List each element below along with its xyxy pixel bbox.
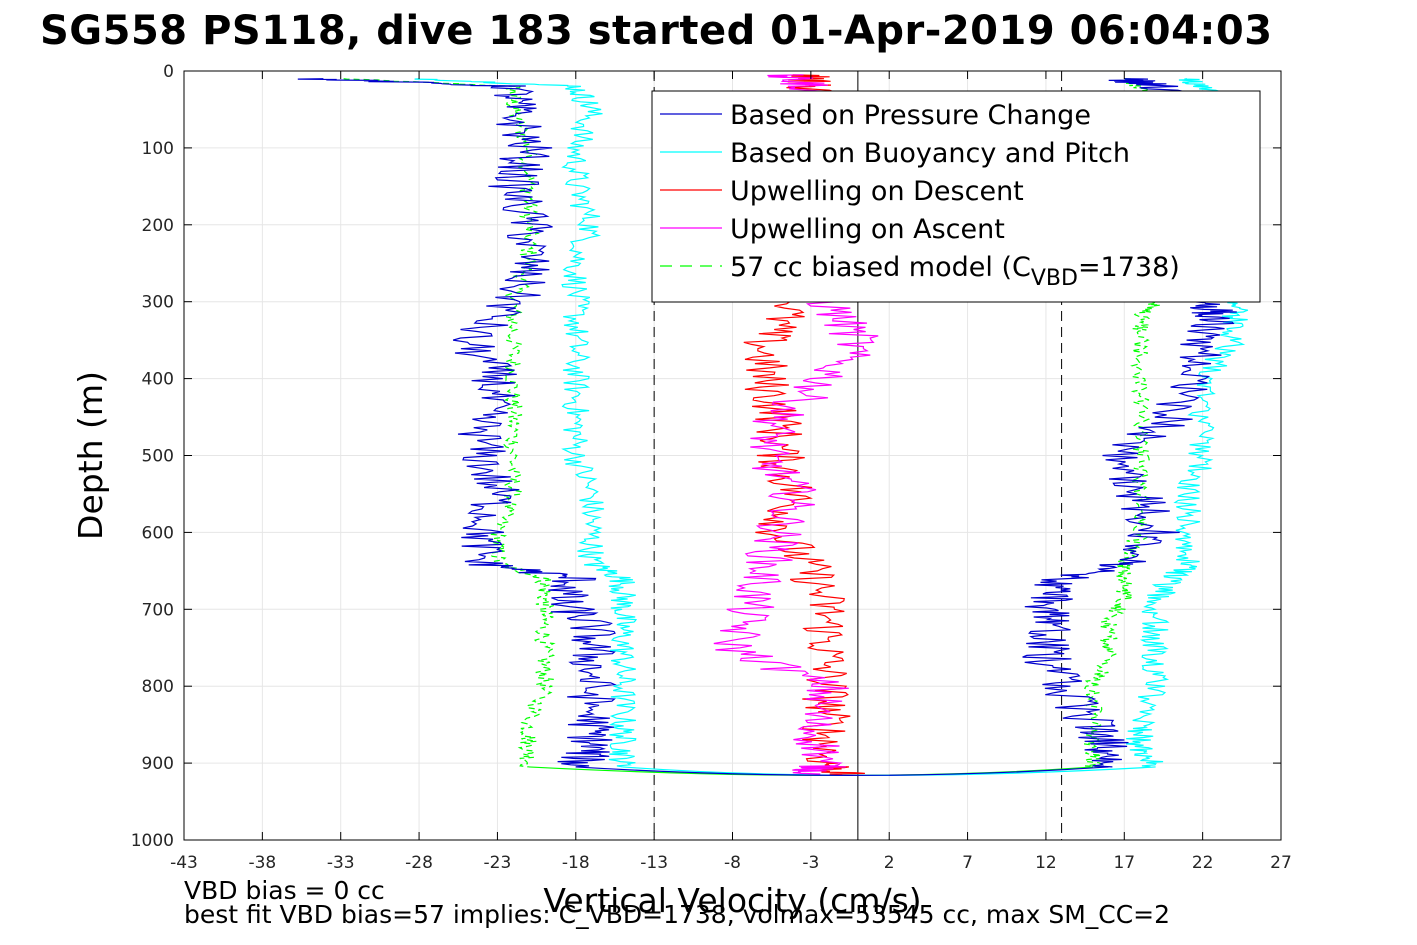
x-tick-label: -33 — [327, 853, 355, 873]
legend-label-text: Upwelling on Descent — [730, 176, 1024, 207]
x-tick-label: -3 — [802, 853, 819, 873]
y-tick-label: 800 — [142, 677, 174, 697]
y-tick-label: 300 — [142, 293, 174, 313]
legend-label-text: Based on Buoyancy and Pitch — [730, 138, 1130, 169]
legend-entry-label: Upwelling on Descent — [730, 176, 1024, 207]
x-tick-label: 12 — [1035, 853, 1057, 873]
y-tick-label: 1000 — [131, 831, 174, 851]
y-tick-label: 700 — [142, 600, 174, 620]
y-tick-label: 900 — [142, 754, 174, 774]
x-tick-label: -38 — [248, 853, 276, 873]
legend-label-text: Based on Pressure Change — [730, 100, 1091, 131]
legend-entry-label: Upwelling on Ascent — [730, 214, 1005, 245]
footer-vbd-bias: VBD bias = 0 cc — [184, 876, 385, 905]
series-turn-pressure — [575, 766, 1109, 777]
x-tick-label: -28 — [405, 853, 433, 873]
legend-label-subscript: VBD — [1031, 266, 1078, 291]
series-line-model-ascent — [1083, 78, 1166, 768]
x-tick-label: -13 — [640, 853, 668, 873]
footer-best-fit: best fit VBD bias=57 implies: C_VBD=1738… — [184, 900, 1171, 929]
x-tick-label: -8 — [724, 853, 741, 873]
series-line-pressure-descent — [297, 78, 617, 768]
legend-box — [651, 90, 1261, 303]
legend-entry-label: 57 cc biased model (CVBD=1738) — [730, 252, 1180, 291]
series-line-buoyancy-descent — [414, 78, 638, 768]
x-axis-label: Vertical Velocity (cm/s) — [543, 881, 921, 920]
y-tick-label: 0 — [163, 62, 174, 82]
y-tick-label: 200 — [142, 216, 174, 236]
y-axis-label: Depth (m) — [71, 371, 110, 540]
legend-entry-label: Based on Pressure Change — [730, 100, 1091, 131]
chart-title: SG558 PS118, dive 183 started 01-Apr-201… — [40, 8, 1273, 54]
y-tick-label: 600 — [142, 523, 174, 543]
legend-entry-label: Based on Buoyancy and Pitch — [730, 138, 1130, 169]
y-tick-label: 500 — [142, 447, 174, 467]
x-tick-label: 7 — [962, 853, 973, 873]
tick-group: -43 -38 -33 -28 -23 -18 -13 -8 -3 2 7 12 17 22 2701002… — [131, 62, 1292, 873]
legend: Based on Pressure Change Based on Buoyanc… — [651, 90, 1261, 303]
legend-label-text: 57 cc biased model (C — [730, 252, 1031, 283]
y-tick-label: 100 — [142, 139, 174, 159]
y-tick-label: 400 — [142, 370, 174, 390]
x-tick-label: 27 — [1270, 853, 1292, 873]
x-tick-label: 22 — [1192, 853, 1214, 873]
x-tick-label: -18 — [562, 853, 590, 873]
x-tick-label: 2 — [884, 853, 895, 873]
x-tick-label: 17 — [1113, 853, 1135, 873]
x-tick-label: -23 — [484, 853, 512, 873]
legend-label-tail: =1738) — [1078, 252, 1180, 283]
series-line-model-descent — [343, 78, 556, 768]
legend-label-text: Upwelling on Ascent — [730, 214, 1005, 245]
x-tick-label: -43 — [170, 853, 198, 873]
